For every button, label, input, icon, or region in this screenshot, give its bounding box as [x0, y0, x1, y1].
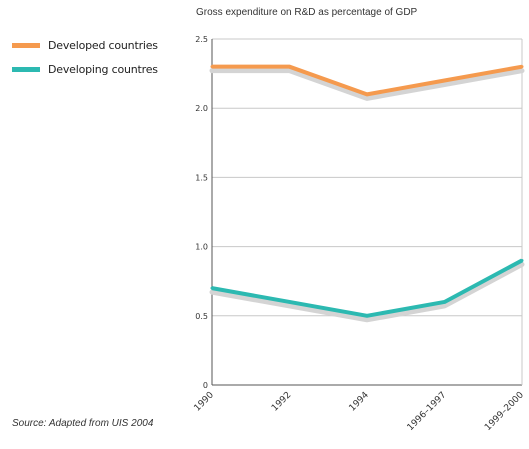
source-note: Source: Adapted from UIS 2004 — [12, 418, 154, 429]
x-tick-label: 1999–2000 — [483, 390, 526, 433]
legend-label-developed: Developed countries — [48, 38, 158, 52]
y-tick-label: 1.5 — [195, 173, 208, 182]
series-shadow-1 — [209, 261, 525, 323]
x-tick-label: 1996–1997 — [406, 390, 449, 433]
data-point — [288, 300, 291, 304]
data-point — [443, 79, 446, 83]
chart-title: Gross expenditure on R&D as percentage o… — [196, 7, 418, 18]
data-point — [210, 65, 214, 69]
y-tick-label: 0 — [203, 381, 208, 390]
x-tick-label: 1992 — [270, 390, 293, 413]
y-tick-label: 2.0 — [195, 104, 208, 113]
x-tick-label: 1994 — [348, 390, 371, 413]
y-tick-label: 0.5 — [195, 312, 208, 321]
data-point — [365, 92, 369, 96]
data-point — [288, 65, 291, 69]
data-point — [365, 314, 369, 318]
y-tick-label: 2.5 — [195, 35, 208, 44]
data-point — [520, 65, 524, 69]
data-point — [210, 286, 214, 290]
legend-label-developing: Developing countres — [48, 62, 158, 76]
legend-item-developed: Developed countries — [12, 37, 158, 53]
series-shadow-0 — [209, 68, 525, 101]
data-point — [520, 258, 524, 262]
legend-swatch-developing — [12, 66, 40, 72]
legend-item-developing: Developing countres — [12, 61, 158, 77]
x-tick-label: 1990 — [193, 390, 216, 413]
legend-swatch-developed — [12, 42, 40, 48]
data-point — [443, 300, 446, 304]
y-tick-label: 1.0 — [195, 243, 208, 252]
legend: Developed countries Developing countres — [12, 37, 158, 85]
